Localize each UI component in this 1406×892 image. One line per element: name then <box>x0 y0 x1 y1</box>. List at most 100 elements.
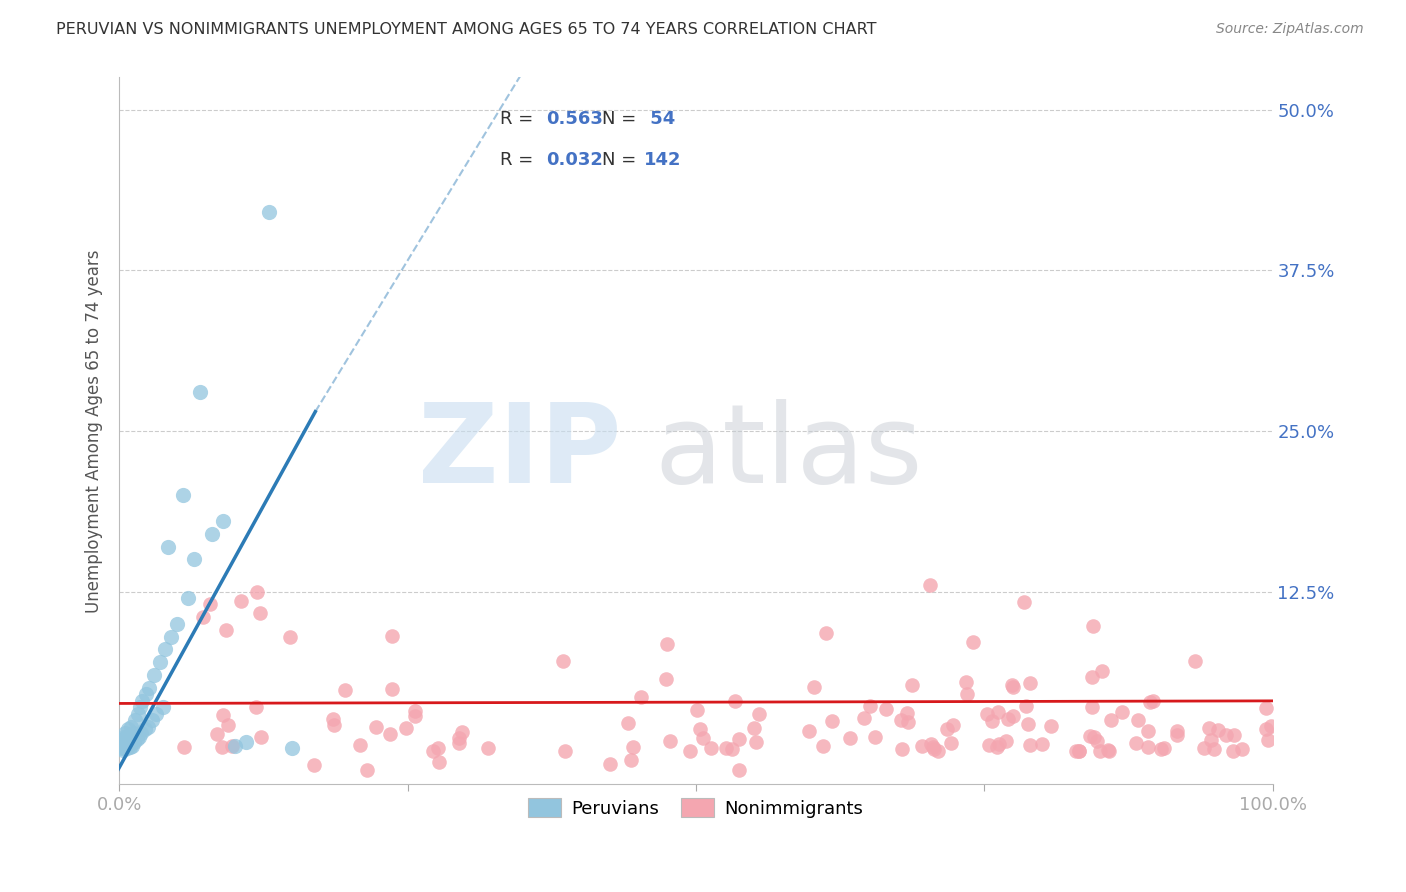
Point <box>1215 728 1237 742</box>
Point <box>922 742 945 756</box>
Text: N =: N = <box>602 151 641 169</box>
Point <box>122 735 145 749</box>
Point <box>110 735 132 749</box>
Point <box>211 740 233 755</box>
Point <box>1085 734 1108 748</box>
Point <box>821 714 844 728</box>
Point <box>141 713 163 727</box>
Point <box>198 598 221 612</box>
Point <box>177 591 200 605</box>
Point <box>896 706 918 720</box>
Point <box>621 739 644 754</box>
Point <box>1081 700 1104 714</box>
Point <box>956 687 979 701</box>
Point <box>427 756 450 770</box>
Point <box>1257 733 1279 747</box>
Point <box>657 637 679 651</box>
Point <box>1017 716 1039 731</box>
Point <box>922 740 945 755</box>
Point <box>111 742 134 756</box>
Point <box>117 741 139 756</box>
Point <box>1001 680 1024 694</box>
Point <box>112 730 135 744</box>
Point <box>381 629 404 643</box>
Point <box>215 623 238 637</box>
Point <box>110 741 132 756</box>
Point <box>322 712 344 726</box>
Point <box>692 731 714 745</box>
Point <box>117 738 139 752</box>
Point <box>1223 728 1246 742</box>
Text: atlas: atlas <box>654 399 922 506</box>
Point <box>942 718 965 732</box>
Point <box>117 722 139 736</box>
Point <box>941 735 963 749</box>
Text: 0.032: 0.032 <box>547 151 603 169</box>
Point <box>364 720 387 734</box>
Point <box>994 734 1017 748</box>
Point <box>125 732 148 747</box>
Point <box>748 707 770 722</box>
Point <box>138 681 160 695</box>
Point <box>235 735 257 749</box>
Point <box>200 526 222 541</box>
Point <box>1254 722 1277 736</box>
Point <box>724 694 747 708</box>
Point <box>111 732 134 747</box>
Point <box>129 726 152 740</box>
Point <box>1142 693 1164 707</box>
Point <box>381 682 404 697</box>
Point <box>115 732 138 747</box>
Text: 54: 54 <box>644 110 676 128</box>
Point <box>727 763 749 777</box>
Point <box>333 682 356 697</box>
Point <box>1202 742 1225 756</box>
Point <box>976 706 998 721</box>
Point <box>689 722 711 736</box>
Point <box>1150 742 1173 756</box>
Point <box>655 673 678 687</box>
Point <box>986 740 1008 755</box>
Point <box>380 727 402 741</box>
Point <box>173 740 195 755</box>
Point <box>114 741 136 756</box>
Point <box>245 699 267 714</box>
Point <box>156 540 179 554</box>
Point <box>1078 729 1101 743</box>
Point <box>1126 713 1149 727</box>
Point <box>811 739 834 753</box>
Point <box>728 732 751 747</box>
Point <box>221 739 243 753</box>
Point <box>422 744 444 758</box>
Text: Source: ZipAtlas.com: Source: ZipAtlas.com <box>1216 22 1364 37</box>
Point <box>1001 678 1024 692</box>
Point <box>224 739 246 753</box>
Point <box>1232 742 1254 756</box>
Point <box>229 593 252 607</box>
Point <box>803 680 825 694</box>
Point <box>986 705 1008 719</box>
Point <box>918 578 941 592</box>
Point <box>145 706 167 721</box>
Point <box>896 714 918 729</box>
Point <box>1125 735 1147 749</box>
Point <box>955 675 977 690</box>
Point <box>1199 732 1222 747</box>
Point <box>212 514 235 528</box>
Point <box>1083 730 1105 744</box>
Point <box>1039 719 1062 733</box>
Point <box>1137 740 1160 755</box>
Point <box>191 610 214 624</box>
Point <box>890 714 912 728</box>
Point <box>1097 743 1119 757</box>
Point <box>1184 654 1206 668</box>
Point <box>205 727 228 741</box>
Point <box>554 744 576 758</box>
Point <box>250 730 273 744</box>
Point <box>617 715 640 730</box>
Point <box>1139 694 1161 708</box>
Point <box>700 740 723 755</box>
Point <box>1018 676 1040 690</box>
Point <box>620 753 643 767</box>
Point <box>630 690 652 705</box>
